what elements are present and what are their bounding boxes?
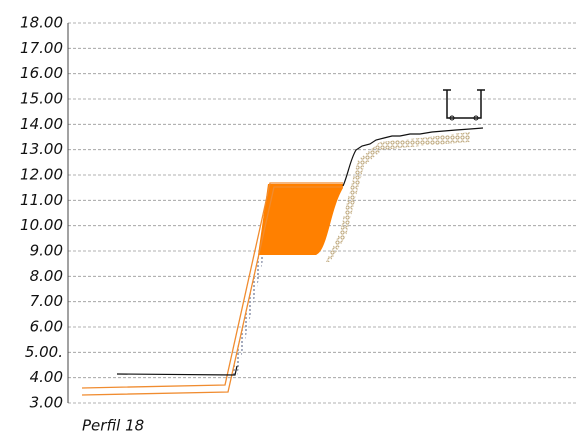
y-tick-label: 11.00 xyxy=(20,191,63,209)
profile-drawing xyxy=(81,89,485,396)
y-tick-label: 15.00 xyxy=(20,90,63,108)
y-tick-label: 18.00 xyxy=(20,14,63,32)
y-tick-label: 12.00 xyxy=(20,166,63,184)
y-tick-label: 8.00 xyxy=(30,267,63,285)
channel xyxy=(446,90,482,119)
channel xyxy=(449,115,455,121)
slope-hatch xyxy=(231,256,264,376)
chart-title: Perfil 18 xyxy=(82,417,144,435)
y-tick-label: 17.00 xyxy=(20,39,63,57)
cut-hatch xyxy=(320,132,470,262)
y-tick-label: 14.00 xyxy=(20,115,63,133)
ground-line xyxy=(342,127,484,187)
design-line xyxy=(81,186,343,396)
grid xyxy=(67,22,578,404)
y-tick-label: 4.00 xyxy=(30,368,63,386)
y-tick-label: 5.00. xyxy=(25,343,63,361)
ground-line xyxy=(116,365,238,376)
fill-area xyxy=(258,184,343,255)
y-tick-label: 7.00 xyxy=(30,292,63,310)
y-tick-label: 13.00 xyxy=(20,140,63,158)
y-tick-label: 10.00 xyxy=(20,216,63,234)
y-tick-label: 16.00 xyxy=(20,64,63,82)
design-line xyxy=(81,182,343,389)
y-tick-label: 9.00 xyxy=(30,242,63,260)
y-tick-label: 6.00 xyxy=(30,318,63,336)
y-tick-label: 3.00 xyxy=(30,394,63,412)
channel xyxy=(473,115,479,121)
